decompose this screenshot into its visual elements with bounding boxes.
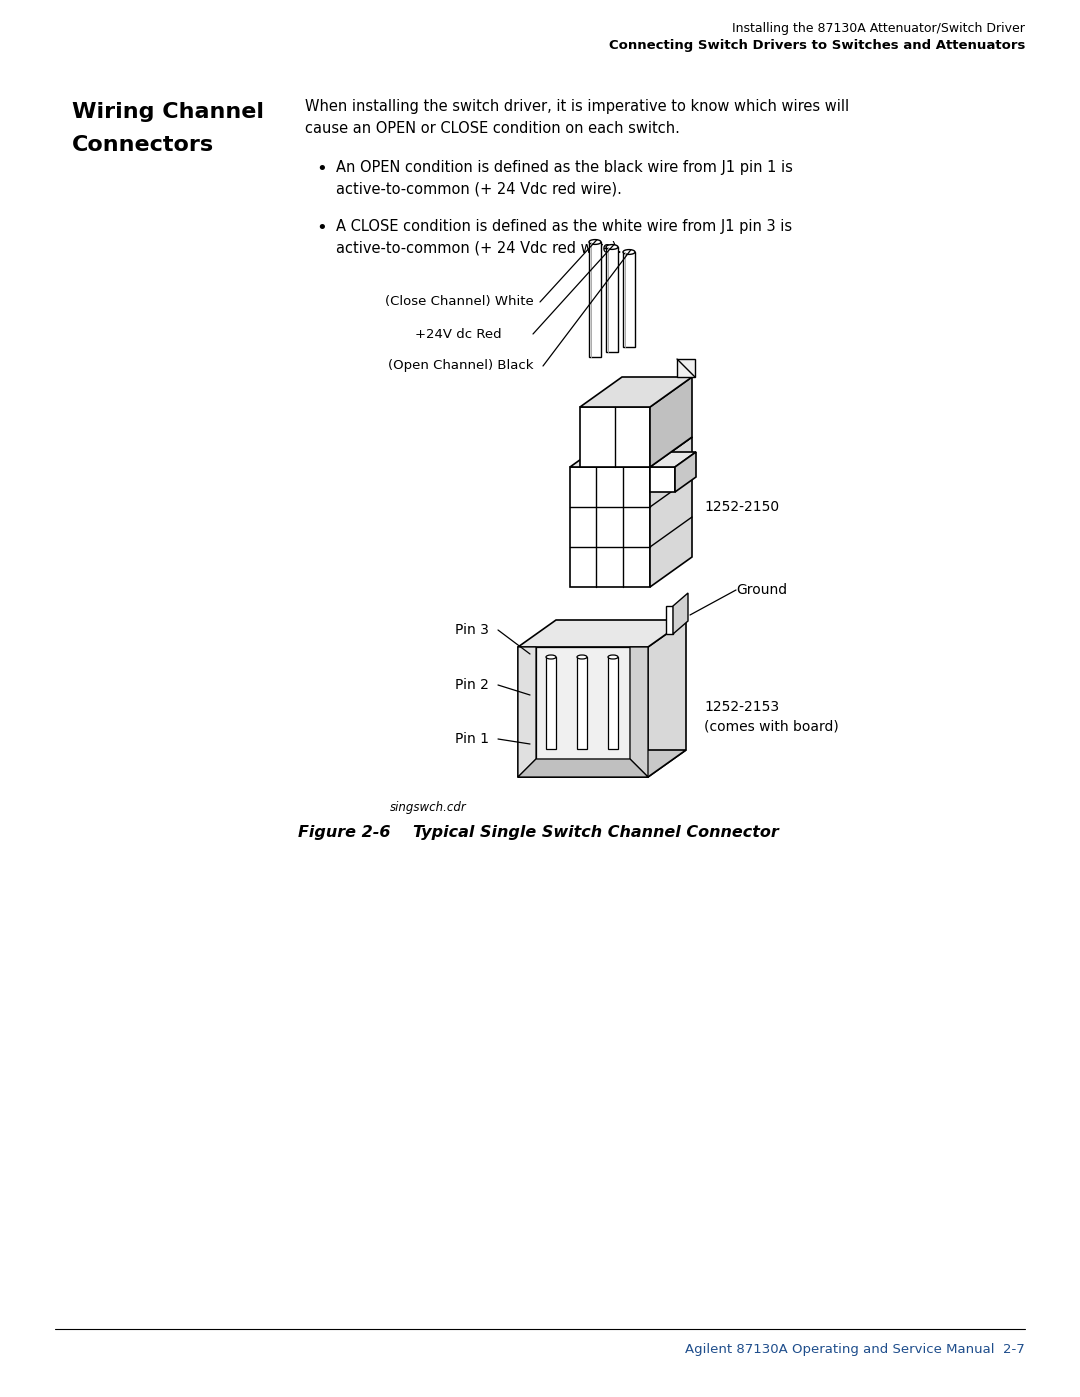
Polygon shape	[608, 657, 618, 749]
Text: 1252-2150: 1252-2150	[704, 500, 779, 514]
Polygon shape	[589, 242, 600, 358]
Polygon shape	[580, 407, 650, 467]
Ellipse shape	[546, 655, 556, 659]
Text: singswch.cdr: singswch.cdr	[390, 800, 467, 813]
Polygon shape	[518, 647, 648, 777]
Text: When installing the switch driver, it is imperative to know which wires will
cau: When installing the switch driver, it is…	[305, 99, 849, 136]
Text: Pin 1: Pin 1	[455, 732, 489, 746]
Text: Figure 2-6    Typical Single Switch Channel Connector: Figure 2-6 Typical Single Switch Channel…	[298, 826, 779, 840]
Polygon shape	[570, 437, 692, 467]
Text: (Open Channel) Black: (Open Channel) Black	[388, 359, 534, 373]
Polygon shape	[580, 377, 692, 407]
Polygon shape	[606, 247, 618, 352]
Text: (Close Channel) White: (Close Channel) White	[384, 296, 534, 309]
Polygon shape	[630, 647, 648, 777]
Text: Connecting Switch Drivers to Switches and Attenuators: Connecting Switch Drivers to Switches an…	[609, 39, 1025, 52]
Polygon shape	[623, 251, 635, 346]
Polygon shape	[570, 467, 650, 587]
Text: 1252-2153
(comes with board): 1252-2153 (comes with board)	[704, 700, 839, 733]
Text: An OPEN condition is defined as the black wire from J1 pin 1 is
active-to-common: An OPEN condition is defined as the blac…	[336, 161, 793, 197]
Text: Agilent 87130A Operating and Service Manual  2-7: Agilent 87130A Operating and Service Man…	[685, 1343, 1025, 1355]
Text: +24V dc Red: +24V dc Red	[415, 327, 501, 341]
Text: A CLOSE condition is defined as the white wire from J1 pin 3 is
active-to-common: A CLOSE condition is defined as the whit…	[336, 219, 792, 256]
Text: Pin 3: Pin 3	[455, 623, 489, 637]
Ellipse shape	[608, 655, 618, 659]
Text: Installing the 87130A Attenuator/Switch Driver: Installing the 87130A Attenuator/Switch …	[732, 22, 1025, 35]
Polygon shape	[650, 467, 675, 492]
Text: Pin 2: Pin 2	[455, 678, 489, 692]
Polygon shape	[673, 592, 688, 634]
Polygon shape	[518, 750, 686, 777]
Polygon shape	[546, 657, 556, 749]
Polygon shape	[518, 647, 536, 777]
Polygon shape	[650, 437, 692, 587]
Polygon shape	[650, 453, 696, 467]
Text: •: •	[316, 161, 327, 177]
Polygon shape	[650, 377, 692, 467]
Polygon shape	[536, 647, 630, 759]
Ellipse shape	[606, 244, 618, 250]
Polygon shape	[518, 759, 648, 777]
Text: Ground: Ground	[735, 583, 787, 597]
Polygon shape	[677, 359, 696, 377]
Polygon shape	[666, 606, 673, 634]
Text: •: •	[316, 219, 327, 237]
Ellipse shape	[589, 240, 600, 244]
Polygon shape	[518, 620, 686, 647]
Ellipse shape	[623, 250, 635, 254]
Polygon shape	[577, 657, 588, 749]
Polygon shape	[648, 620, 686, 777]
Polygon shape	[675, 453, 696, 492]
Ellipse shape	[577, 655, 588, 659]
Text: Wiring Channel
Connectors: Wiring Channel Connectors	[72, 102, 264, 155]
